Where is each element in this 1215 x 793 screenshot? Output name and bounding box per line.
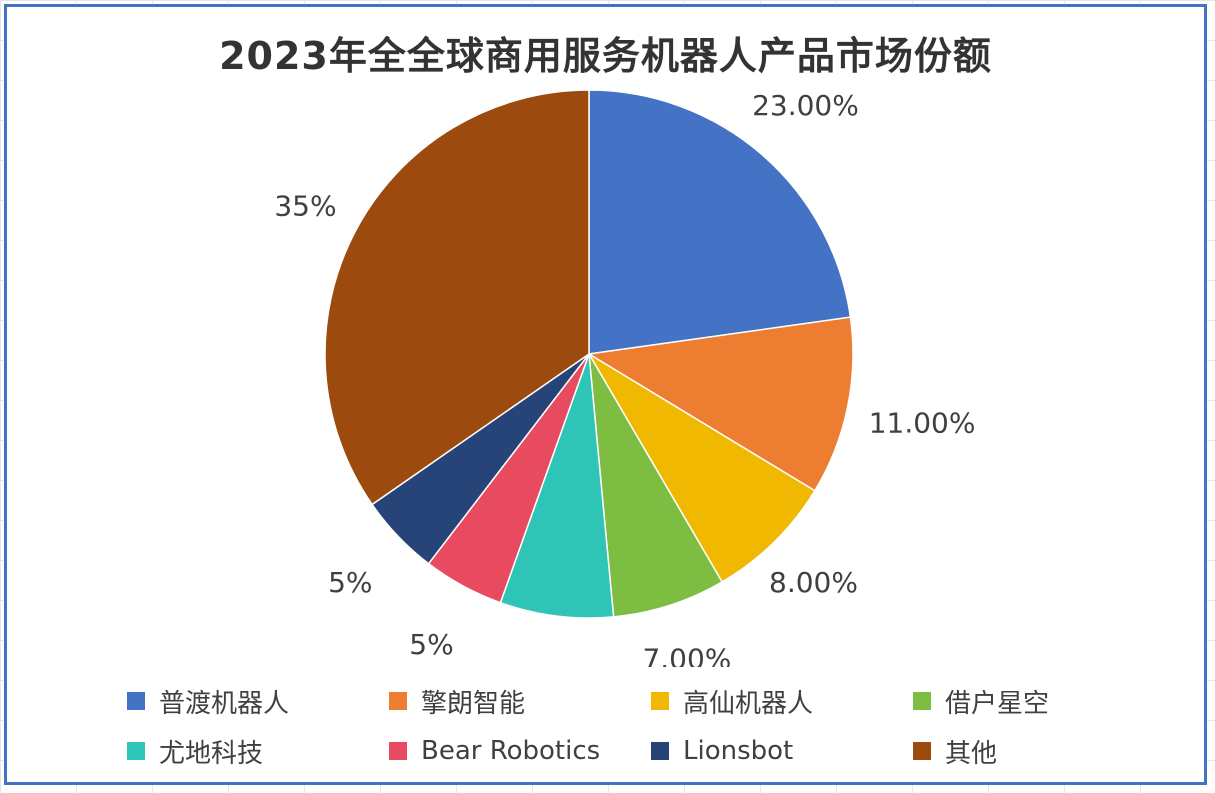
legend-item-5[interactable]: Bear Robotics [389, 733, 651, 769]
legend-label-4: 尤地科技 [159, 738, 264, 769]
data-label-2: 8.00% [769, 566, 858, 599]
legend-swatch-3 [913, 692, 931, 710]
pie-slice-7[interactable] [324, 89, 590, 506]
data-label-4: 7.00% [504, 665, 593, 667]
legend-label-3: 借户星空 [945, 688, 1050, 719]
data-label-3: 7.00% [642, 643, 731, 667]
legend-label-0: 普渡机器人 [159, 688, 290, 719]
legend-swatch-2 [651, 692, 669, 710]
data-label-6: 5% [328, 566, 372, 599]
chart-title: 2023年全全球商用服务机器人产品市场份额 [219, 34, 992, 78]
legend-label-1: 擎朗智能 [421, 688, 526, 719]
pie-slice-2[interactable] [588, 353, 816, 583]
legend-label-2: 高仙机器人 [683, 688, 814, 719]
legend-swatch-7 [913, 742, 931, 760]
pie-slice-3[interactable] [588, 353, 724, 618]
legend-swatch-0 [127, 692, 145, 710]
data-label-0: 23.00% [752, 89, 859, 122]
chart-legend[interactable]: 普渡机器人 擎朗智能 高仙机器人 借户星空尤地科技 Bear Robotics Lions… [127, 683, 1127, 769]
legend-label-6: Lionsbot [683, 736, 794, 766]
legend-swatch-6 [651, 742, 669, 760]
legend-swatch-4 [127, 742, 145, 760]
pie-slice-1[interactable] [586, 316, 854, 492]
legend-swatch-1 [389, 692, 407, 710]
pie-chart[interactable]: 23.00% 11.00% 8.00% 7.00% 7.00% 5% 5% 35% [7, 7, 1210, 667]
legend-item-2[interactable]: 高仙机器人 [651, 683, 913, 719]
pie-slice-4[interactable] [499, 353, 615, 619]
legend-swatch-5 [389, 742, 407, 760]
chart-area[interactable]: 2023年全全球商用服务机器人产品市场份额 23.00% 11.00% 8.00% 7… [4, 4, 1207, 785]
pie-slice-0[interactable] [588, 89, 852, 355]
legend-item-7[interactable]: 其他 [913, 733, 1127, 769]
legend-item-4[interactable]: 尤地科技 [127, 733, 389, 769]
data-label-5: 5% [409, 628, 453, 661]
data-label-1: 11.00% [869, 406, 976, 439]
data-label-7: 35% [274, 190, 336, 223]
legend-item-3[interactable]: 借户星空 [913, 683, 1127, 719]
legend-label-7: 其他 [945, 738, 998, 769]
legend-label-5: Bear Robotics [421, 736, 601, 766]
legend-item-1[interactable]: 擎朗智能 [389, 683, 651, 719]
legend-item-6[interactable]: Lionsbot [651, 733, 913, 769]
legend-item-0[interactable]: 普渡机器人 [127, 683, 389, 719]
